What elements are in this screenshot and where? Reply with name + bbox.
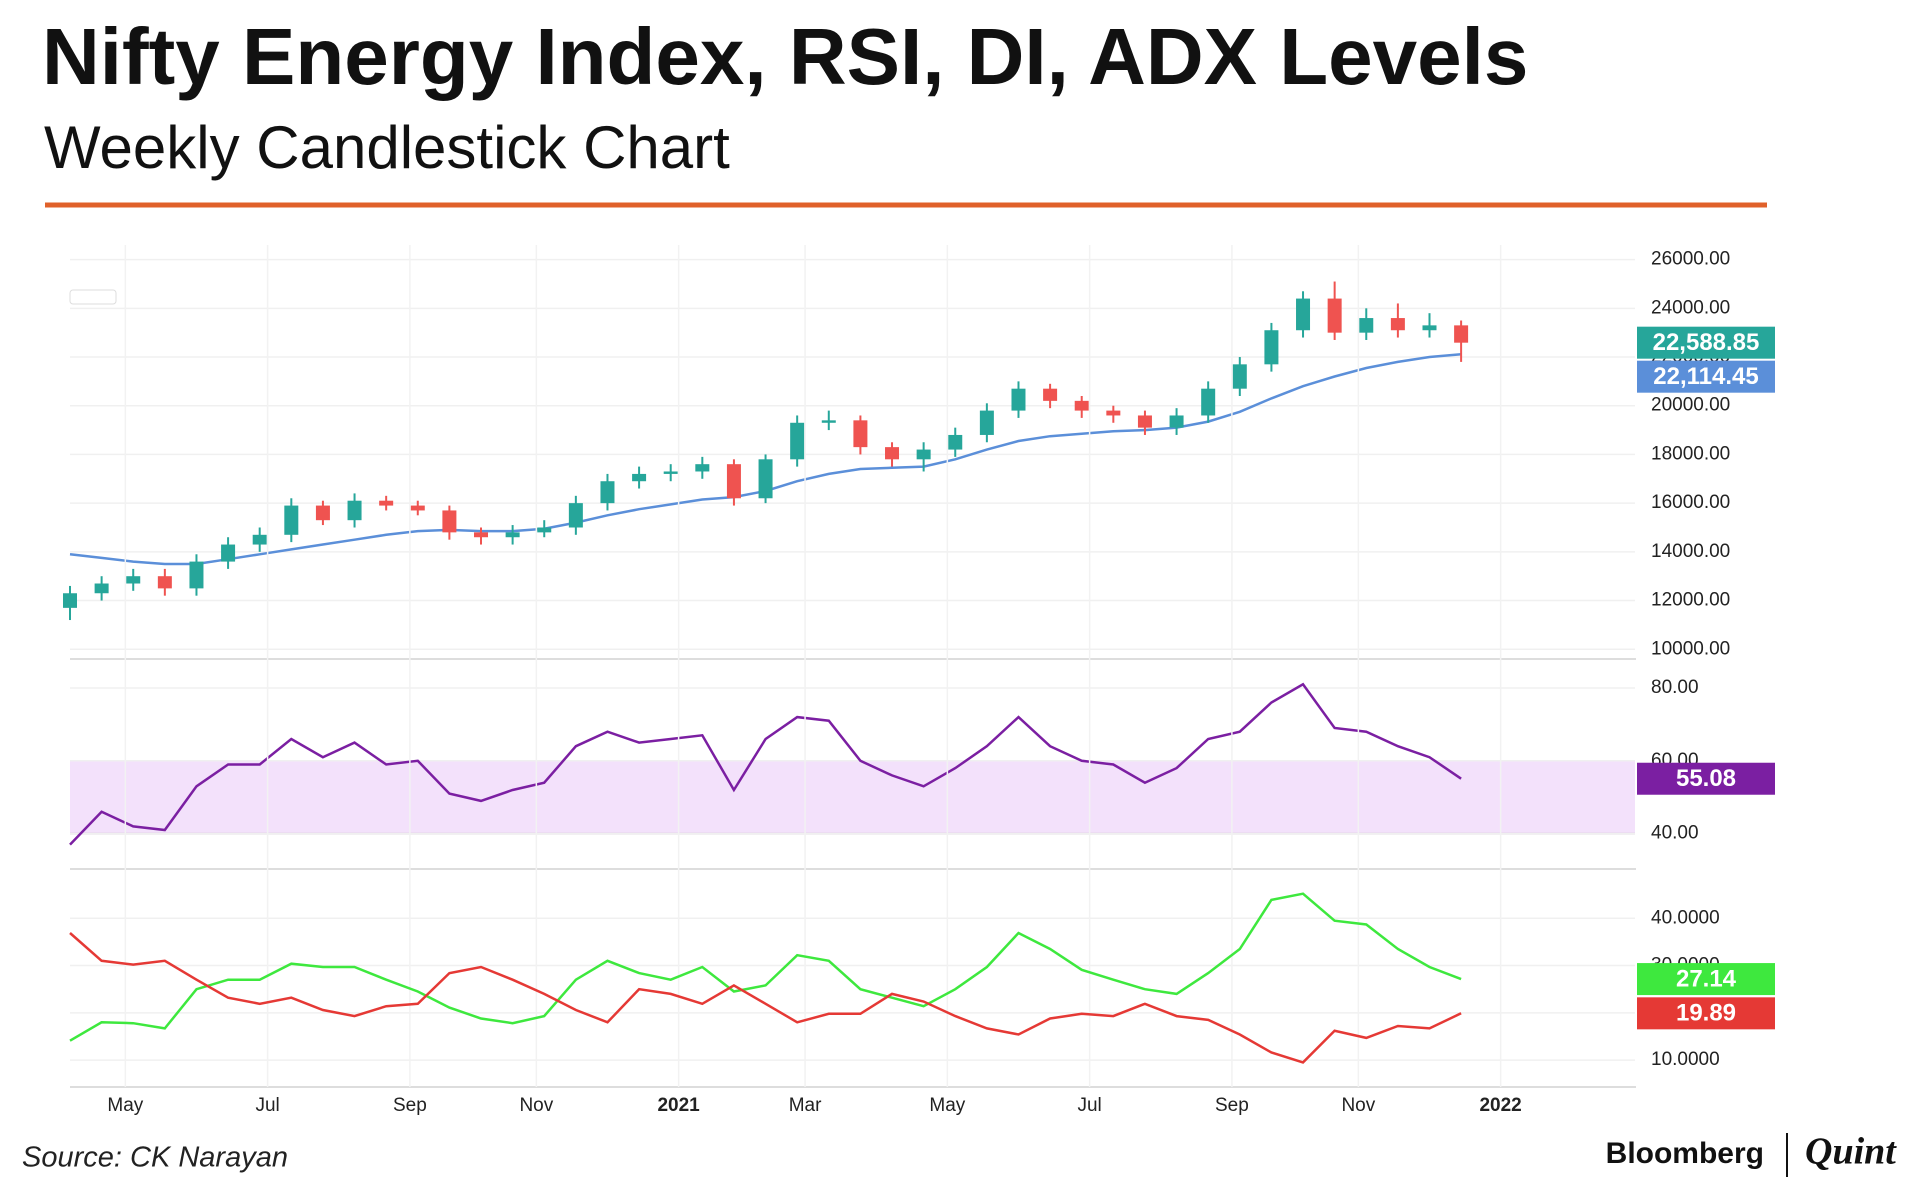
y-tick-label: 40.0000 <box>1651 907 1720 928</box>
value-tag-label: 22,114.45 <box>1653 363 1758 390</box>
value-tag <box>1637 762 1775 795</box>
candle-body <box>284 505 299 535</box>
chart: 10000.00 12000.00 14000.00 16000.00 18000.00… <box>63 245 1775 1116</box>
x-tick-label: 2022 <box>1479 1095 1521 1116</box>
y-tick-label: 20000.00 <box>1651 395 1730 416</box>
x-tick-label: Jul <box>255 1095 279 1116</box>
candle-body <box>1264 330 1279 365</box>
candle-body <box>221 544 236 562</box>
x-tick-label: May <box>929 1095 965 1116</box>
candle-body <box>94 583 109 594</box>
collapse-button[interactable] <box>69 289 117 305</box>
candle-body <box>916 449 931 460</box>
candle-body <box>1106 410 1121 416</box>
candle-body <box>505 532 520 538</box>
y-tick-label: 40.00 <box>1651 823 1699 844</box>
x-tick-label: 2021 <box>657 1095 700 1116</box>
candle-body <box>252 534 267 545</box>
candle-body <box>1390 318 1405 331</box>
brand: Bloomberg <box>1606 1137 1764 1170</box>
title: Nifty Energy Index, RSI, DI, ADX Levels <box>42 12 1528 101</box>
value-tag <box>1637 963 1775 996</box>
value-tag-label: 22,588.85 <box>1653 329 1760 356</box>
candle-body <box>695 464 710 472</box>
value-tag <box>1637 997 1775 1030</box>
candle-body <box>1454 325 1469 343</box>
y-tick-label: 10.0000 <box>1651 1049 1720 1070</box>
candle-body <box>758 459 773 499</box>
candle-body <box>790 422 805 460</box>
candle-body <box>189 561 204 589</box>
x-tick-label: May <box>107 1095 143 1116</box>
y-tick-label: 12000.00 <box>1651 590 1730 611</box>
value-tag <box>1637 326 1775 359</box>
candle-body <box>1359 318 1374 333</box>
y-tick-label: 18000.00 <box>1651 443 1730 464</box>
candle-body <box>1201 388 1216 416</box>
candle-body <box>537 527 552 533</box>
value-tag <box>1637 360 1775 393</box>
candle-body <box>821 420 836 423</box>
indicator-line <box>69 682 1462 846</box>
value-tag-label: 55.08 <box>1676 765 1736 792</box>
x-tick-label: Nov <box>1341 1095 1375 1116</box>
candle-body <box>1169 415 1184 428</box>
candle-body <box>63 593 77 608</box>
candle-body <box>474 532 489 538</box>
x-tick-label: Jul <box>1077 1095 1101 1116</box>
y-tick-label: 16000.00 <box>1651 492 1730 513</box>
x-tick-label: Sep <box>393 1095 427 1116</box>
candle-body <box>379 500 394 506</box>
candle-body <box>726 464 741 499</box>
candle-body <box>315 505 330 521</box>
y-tick-label: 26000.00 <box>1651 249 1730 270</box>
candle-body <box>126 576 141 584</box>
value-tag-label: 19.89 <box>1676 1000 1736 1027</box>
candle-body <box>1232 364 1247 389</box>
candle-body <box>979 410 994 435</box>
value-tag-label: 27.14 <box>1676 965 1737 992</box>
candle-body <box>1137 415 1152 428</box>
candle-body <box>568 503 583 528</box>
rsi-band <box>70 760 1635 834</box>
x-tick-label: Mar <box>789 1095 822 1116</box>
indicator-line <box>69 932 1462 1064</box>
candle-body <box>1074 400 1089 411</box>
candle-body <box>1296 298 1311 331</box>
x-tick-label: Nov <box>519 1095 553 1116</box>
y-tick-label: 14000.00 <box>1651 541 1730 562</box>
source: Source: CK Narayan <box>22 1142 288 1174</box>
candle-body <box>885 447 900 460</box>
candle-body <box>1327 298 1342 333</box>
indicator-line <box>69 892 1462 1042</box>
candle-body <box>157 576 172 589</box>
y-tick-label: 80.00 <box>1651 677 1699 698</box>
candle-body <box>1043 388 1058 401</box>
y-tick-label: 24000.00 <box>1651 297 1730 318</box>
candle-body <box>853 420 868 448</box>
candle-body <box>632 473 647 482</box>
candle-body <box>1011 388 1026 411</box>
candle-body <box>600 481 615 504</box>
brand-quint: Quint <box>1805 1131 1897 1173</box>
x-tick-label: Sep <box>1215 1095 1249 1116</box>
candle-body <box>663 471 678 474</box>
candle-body <box>1422 325 1437 331</box>
candle-body <box>347 500 362 521</box>
candle-body <box>410 505 425 511</box>
y-tick-label: 10000.00 <box>1651 638 1730 659</box>
candle-body <box>442 510 457 533</box>
candle-body <box>948 434 963 450</box>
subtitle: Weekly Candlestick Chart <box>44 114 730 181</box>
